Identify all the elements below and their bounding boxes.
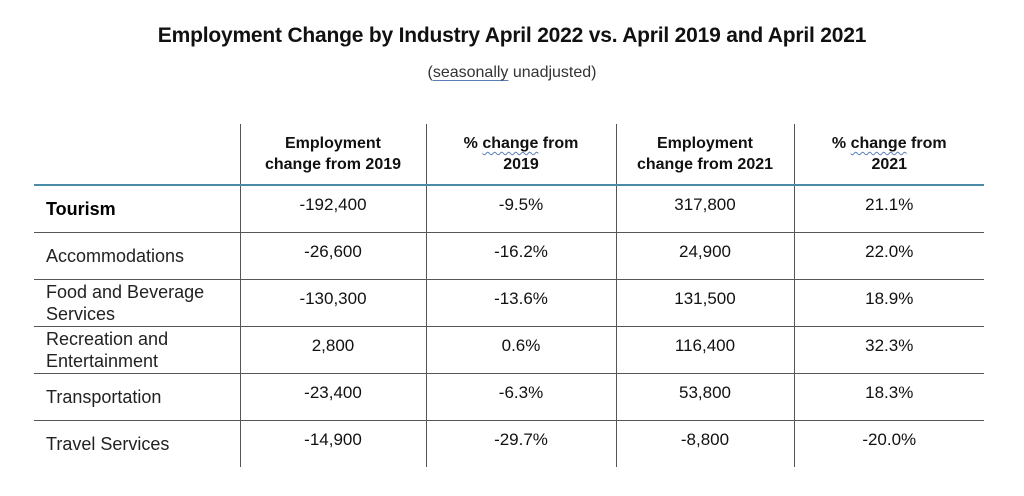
cell-pct-2021: 21.1%	[793, 185, 984, 233]
header-text: %	[831, 135, 851, 152]
table-row: Transportation -23,400 -6.3% 53,800 18.3…	[34, 373, 984, 421]
cell-pct-2021: 22.0%	[793, 232, 984, 280]
page-title: Employment Change by Industry April 2022…	[157, 24, 867, 47]
header-line: change from 2021	[636, 156, 774, 173]
table-row: Tourism -192,400 -9.5% 317,800 21.1%	[34, 185, 984, 233]
header-text: change	[850, 135, 907, 152]
cell-pct-2019: -13.6%	[425, 279, 616, 327]
cell-pct-2021: -20.0%	[793, 420, 984, 467]
cell-pct-2019: 0.6%	[425, 326, 616, 374]
cell-pct-2019: -16.2%	[425, 232, 616, 280]
cell-emp-2021: -8,800	[615, 420, 794, 467]
row-label: Accommodations	[34, 232, 240, 280]
header-pct-2019: % change from 2019	[425, 124, 616, 186]
header-blank	[34, 124, 240, 186]
row-label: Recreation and Entertainment	[34, 326, 240, 374]
employment-table: Employment change from 2019 % change fro…	[34, 124, 984, 467]
header-pct-2021: % change from 2021	[793, 124, 984, 186]
header-line: change from 2019	[264, 156, 402, 173]
header-line: 2021	[871, 156, 908, 173]
cell-emp-2019: 2,800	[239, 326, 426, 374]
cell-emp-2019: -26,600	[239, 232, 426, 280]
cell-pct-2021: 18.3%	[793, 373, 984, 421]
row-label: Food and Beverage Services	[34, 279, 240, 327]
table-row: Accommodations -26,600 -16.2% 24,900 22.…	[34, 232, 984, 280]
cell-emp-2021: 317,800	[615, 185, 794, 233]
cell-pct-2021: 32.3%	[793, 326, 984, 374]
cell-emp-2021: 24,900	[615, 232, 794, 280]
table-row: Recreation and Entertainment 2,800 0.6% …	[34, 326, 984, 374]
cell-emp-2021: 53,800	[615, 373, 794, 421]
table-header-row: Employment change from 2019 % change fro…	[34, 124, 984, 186]
header-text: from	[538, 135, 579, 152]
subtitle-underlined-word: seasonally	[432, 64, 509, 81]
cell-emp-2019: -14,900	[239, 420, 426, 467]
cell-emp-2019: -130,300	[239, 279, 426, 327]
header-line: Employment	[284, 135, 381, 152]
header-line: Employment	[656, 135, 753, 152]
header-text: %	[463, 135, 483, 152]
row-label: Tourism	[34, 185, 240, 233]
header-emp-2021: Employment change from 2021	[615, 124, 794, 186]
header-emp-2019: Employment change from 2019	[239, 124, 426, 186]
page-subtitle: (seasonally unadjusted)	[0, 64, 1024, 82]
cell-emp-2019: -192,400	[239, 185, 426, 233]
cell-emp-2021: 116,400	[615, 326, 794, 374]
cell-emp-2019: -23,400	[239, 373, 426, 421]
row-label: Transportation	[34, 373, 240, 421]
cell-pct-2019: -6.3%	[425, 373, 616, 421]
cell-emp-2021: 131,500	[615, 279, 794, 327]
cell-pct-2019: -29.7%	[425, 420, 616, 467]
header-text: from	[906, 135, 947, 152]
subtitle-rest: unadjusted)	[508, 64, 597, 81]
header-line: 2019	[503, 156, 539, 173]
table-row: Travel Services -14,900 -29.7% -8,800 -2…	[34, 420, 984, 467]
row-label: Travel Services	[46, 433, 170, 454]
table-row: Food and Beverage Services -130,300 -13.…	[34, 279, 984, 327]
cell-pct-2019: -9.5%	[425, 185, 616, 233]
subtitle-open: (	[427, 64, 433, 81]
cell-pct-2021: 18.9%	[793, 279, 984, 327]
header-text: change	[482, 135, 539, 152]
